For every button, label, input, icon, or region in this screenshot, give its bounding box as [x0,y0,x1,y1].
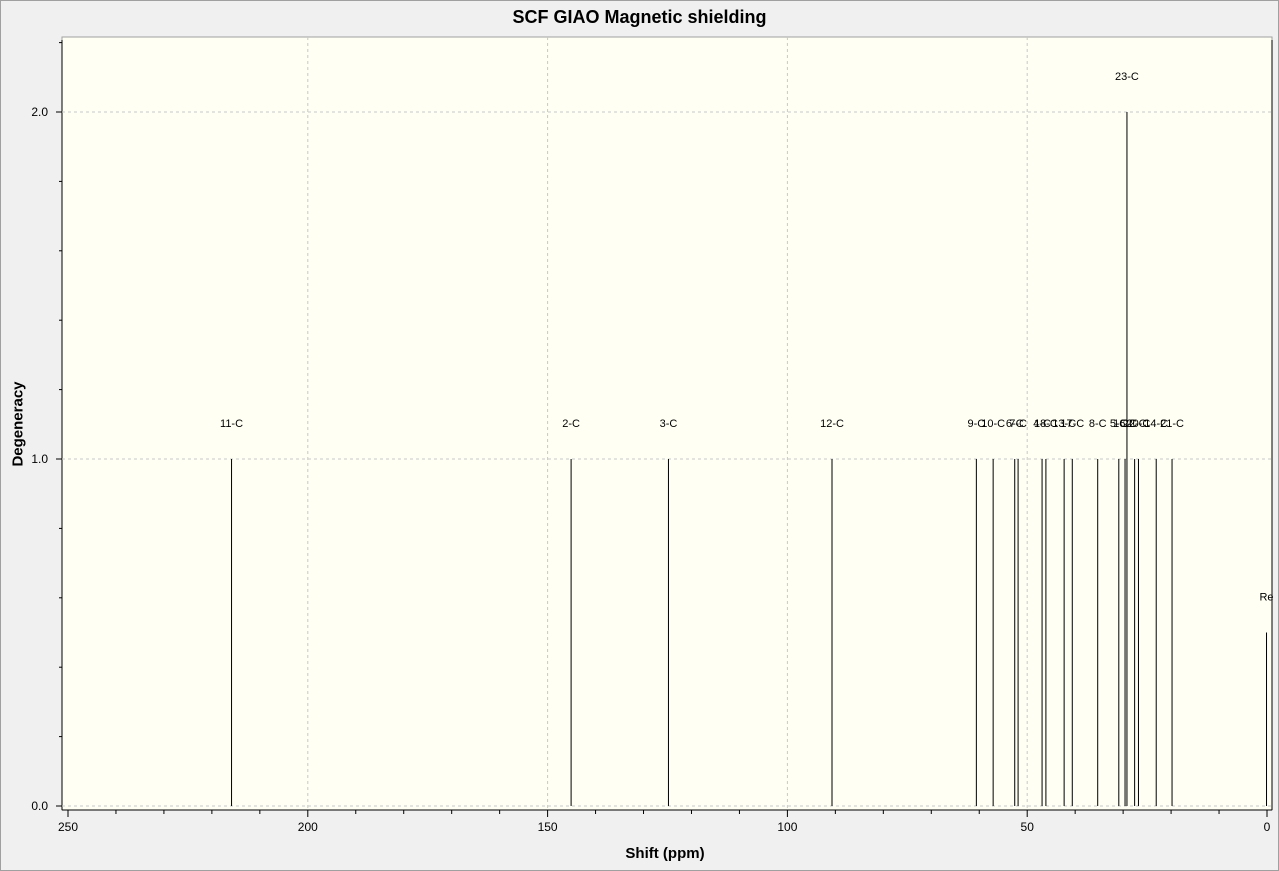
x-tick-label: 0 [1264,820,1271,834]
peak-label: 9-C [967,418,985,430]
peak-label: 12-C [820,418,844,430]
y-axis-label: Degeneracy [9,381,27,467]
peak-label: 16-C [1113,418,1137,430]
chart-title: SCF GIAO Magnetic shielding [512,7,767,27]
peak-label: 21-C [1160,418,1184,430]
peak-label: 10-C [981,418,1005,430]
x-tick-label: 150 [538,820,558,834]
peak-label: 6-C [1006,418,1024,430]
x-tick-label: 50 [1021,820,1035,834]
x-axis-label: Shift (ppm) [625,845,705,862]
peak-label: 3-C [660,418,678,430]
x-tick-label: 200 [298,820,318,834]
peak-label: 23-C [1115,71,1139,83]
x-tick-label: 100 [777,820,797,834]
peak-label: 2-C [562,418,580,430]
peak-label: 17-C [1060,418,1084,430]
plot-background [61,36,1273,811]
peak-label: 5-C [1110,418,1128,430]
peak-label: 14-C [1144,418,1168,430]
peak-label: 8-C [1089,418,1107,430]
peak-label: 22-C [1123,418,1147,430]
peak-label: Re [1259,592,1273,604]
peak-label: 11-C [220,418,243,430]
y-tick-label: 0.0 [31,799,48,813]
x-tick-label: 250 [58,820,78,834]
y-tick-label: 1.0 [31,452,48,466]
peak-label: 4-C [1033,418,1051,430]
peak-label: 13-C [1052,418,1076,430]
peak-label: 18-C [1034,418,1058,430]
peak-label: 20-C [1127,418,1151,430]
y-tick-label: 2.0 [31,105,48,119]
peak-label: 7-C [1009,418,1027,430]
